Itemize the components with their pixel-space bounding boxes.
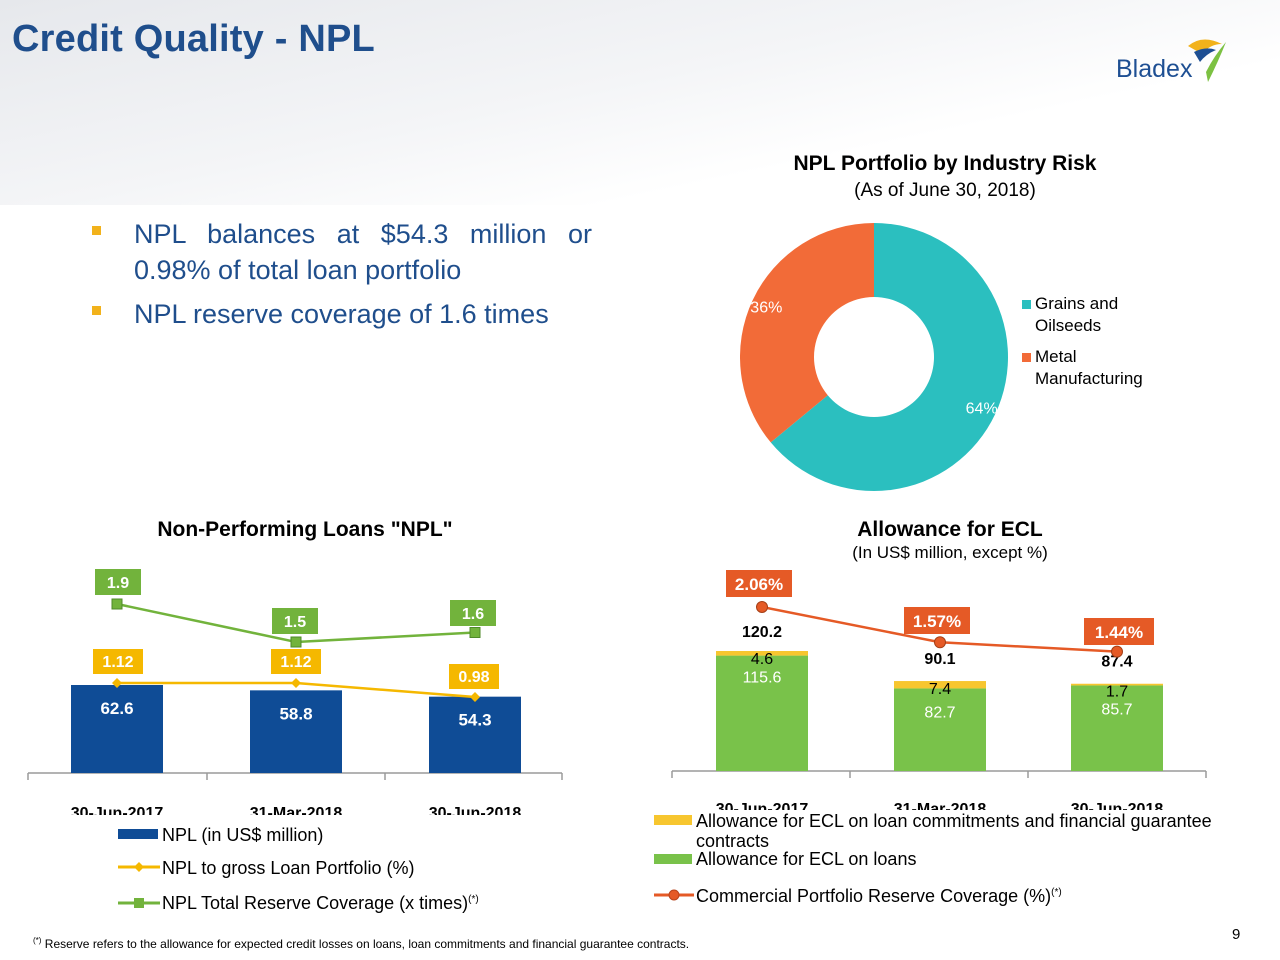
slide-title: Credit Quality - NPL	[12, 18, 375, 60]
npl-category-label: 30-Jun-2017	[71, 805, 164, 815]
npl-ratio-point	[470, 692, 480, 702]
ecl-commitments-label: 4.6	[751, 651, 773, 668]
pie-chart-title: NPL Portfolio by Industry Risk	[793, 152, 1097, 175]
bladex-logo-icon	[1188, 39, 1226, 82]
legend-label-npl-ratio: NPL to gross Loan Portfolio (%)	[162, 858, 415, 878]
bullet-square-icon	[92, 306, 101, 315]
ecl-commitments-label: 1.7	[1106, 684, 1128, 701]
pie-slice-label: 36%	[750, 299, 782, 316]
npl-bar-label: 54.3	[458, 711, 491, 730]
commercial-coverage-label: 2.06%	[735, 575, 783, 594]
pie-slice	[740, 223, 874, 443]
coverage-label: 1.9	[107, 575, 129, 592]
pie-chart-subtitle: (As of June 30, 2018)	[854, 180, 1036, 201]
ecl-loans-bar	[716, 655, 808, 771]
npl-ratio-label: 1.12	[280, 654, 311, 671]
ecl-commitments-bar	[894, 681, 986, 689]
coverage-point	[290, 636, 302, 648]
ecl-commitments-bar	[1071, 683, 1163, 686]
bullet-text: NPL balances at $54.3 million or 0.98% o…	[134, 219, 592, 285]
bullet-list: NPL balances at $54.3 million or 0.98% o…	[92, 216, 592, 340]
pie-slice	[770, 223, 1008, 491]
npl-ratio-point	[112, 678, 122, 688]
coverage-point	[111, 598, 123, 610]
legend-label-ecl-loans: Allowance for ECL on loans	[696, 849, 917, 869]
npl-combo-chart: 62.6 30-Jun-2017 58.8 31-Mar-2018 54.3 30-Jun…	[27, 569, 563, 815]
bullet-item: NPL balances at $54.3 million or 0.98% o…	[92, 216, 592, 288]
legend-line-commercial-coverage-icon	[654, 889, 694, 901]
npl-ratio-label-box	[93, 649, 143, 674]
npl-ratio-label-box	[271, 649, 321, 674]
footnote: (*) Reserve refers to the allowance for …	[33, 936, 690, 951]
ecl-chart-subtitle: (In US$ million, except %)	[852, 543, 1048, 562]
npl-bar-label: 58.8	[279, 704, 312, 723]
commercial-coverage-label-box	[1084, 618, 1154, 645]
commercial-coverage-label: 1.57%	[913, 612, 961, 631]
ecl-loans-bar	[894, 688, 986, 771]
npl-ratio-label-box	[449, 664, 499, 689]
legend-swatch-ecl-loans	[654, 854, 692, 864]
legend-label-npl-bar: NPL (in US$ million)	[162, 825, 324, 845]
legend-swatch-metal	[1022, 353, 1031, 362]
pie-slice-label: 64%	[966, 401, 998, 418]
legend-label-commercial-coverage: Commercial Portfolio Reserve Coverage (%…	[696, 886, 1062, 906]
coverage-label-box	[450, 600, 496, 626]
page-number: 9	[1232, 926, 1241, 943]
legend-label-coverage: NPL Total Reserve Coverage (x times)(*)	[162, 893, 479, 913]
bullet-item: NPL reserve coverage of 1.6 times	[92, 296, 592, 332]
ecl-commitments-bar	[716, 651, 808, 656]
coverage-label-box	[272, 608, 318, 634]
bullet-text: NPL reserve coverage of 1.6 times	[134, 299, 549, 329]
commercial-coverage-point	[756, 601, 768, 613]
npl-ratio-label: 0.98	[458, 669, 489, 686]
ecl-loans-label: 82.7	[924, 704, 955, 721]
npl-ratio-point	[291, 678, 301, 688]
ecl-commitments-label: 7.4	[929, 681, 951, 698]
legend-line-npl-ratio-icon	[118, 862, 160, 872]
npl-chart-title: Non-Performing Loans "NPL"	[157, 518, 453, 541]
npl-bar	[71, 685, 163, 773]
ecl-total-label: 87.4	[1101, 654, 1132, 671]
npl-bar-label: 62.6	[100, 699, 133, 718]
commercial-coverage-label-box	[726, 570, 792, 597]
ecl-chart-title: Allowance for ECL	[857, 518, 1043, 541]
legend-line-coverage-icon	[118, 898, 160, 908]
coverage-point	[469, 627, 481, 638]
commercial-coverage-label: 1.44%	[1095, 623, 1143, 642]
ecl-loans-label: 115.6	[743, 670, 782, 687]
commercial-coverage-point	[1111, 645, 1123, 658]
npl-bar	[429, 696, 521, 773]
npl-category-label: 31-Mar-2018	[250, 805, 343, 815]
ecl-category-label: 31-Mar-2018	[894, 801, 987, 810]
legend-label-grains: Grains and Oilseeds	[1035, 294, 1119, 335]
commercial-coverage-label-box	[904, 607, 970, 634]
npl-category-label: 30-Jun-2018	[429, 805, 522, 815]
ecl-loans-label: 85.7	[1101, 701, 1132, 718]
bullet-square-icon	[92, 226, 101, 235]
header-band	[0, 0, 1280, 205]
coverage-label-box	[95, 569, 141, 595]
logo-text: Bladex	[1116, 55, 1193, 83]
ecl-stacked-chart: 115.6 4.6 120.2 30-Jun-2017 82.7 7.4 90.1 31-Ma…	[671, 570, 1207, 810]
ecl-category-label: 30-Jun-2018	[1071, 801, 1164, 810]
coverage-label: 1.5	[284, 614, 306, 631]
ecl-loans-bar	[1071, 685, 1163, 771]
legend-label-metal: Metal Manufacturing	[1035, 347, 1143, 388]
ecl-category-label: 30-Jun-2017	[716, 801, 809, 810]
ecl-total-label: 90.1	[924, 651, 955, 668]
npl-ratio-label: 1.12	[102, 654, 133, 671]
industry-risk-donut-chart: 64% 36%	[740, 223, 1008, 491]
legend-swatch-ecl-commitments	[654, 815, 692, 825]
commercial-coverage-point	[934, 636, 946, 649]
coverage-label: 1.6	[462, 606, 484, 623]
legend-swatch-grains	[1022, 300, 1031, 309]
npl-bar	[250, 690, 342, 773]
ecl-total-label: 120.2	[742, 624, 782, 641]
legend-label-ecl-commitments: Allowance for ECL on loan commitments an…	[696, 811, 1212, 851]
legend-swatch-npl-bar	[118, 829, 158, 839]
